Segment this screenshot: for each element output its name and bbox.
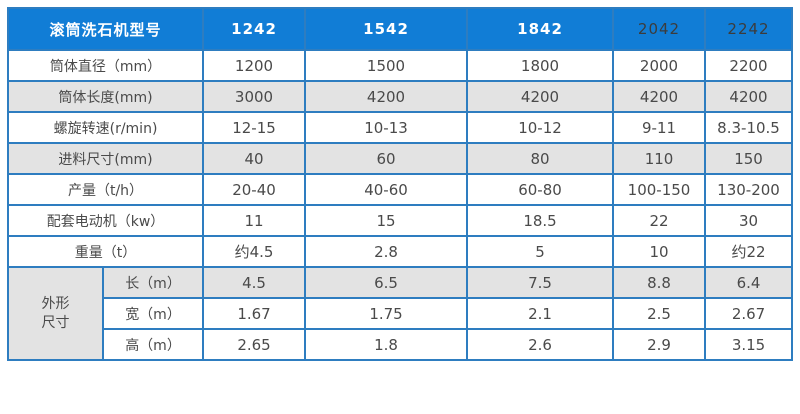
table-row-dimension-length: 外形尺寸 长（m） 4.5 6.5 7.5 8.8 6.4 [7,266,794,361]
value-cell: 2.5 [612,297,707,330]
table-row-drum-diameter: 筒体直径（mm） 1200 1500 1800 2000 2200 [6,49,794,82]
value-cell: 2.9 [612,328,707,361]
row-label: 螺旋转速(r/min) [6,111,205,144]
row-label: 产量（t/h） [6,173,205,206]
row-label: 重量（t） [6,235,205,268]
value-cell: 2000 [612,49,707,82]
value-cell: 4200 [466,80,615,113]
row-label: 宽（m） [101,297,205,330]
row-label: 长（m） [101,266,205,299]
row-label: 配套电动机（kw） [6,204,205,237]
value-cell: 10 [612,235,707,268]
model-header-2242: 2242 [704,7,794,51]
row-label: 进料尺寸(mm) [6,142,205,175]
value-cell: 4.5 [202,266,307,299]
value-cell: 6.5 [304,266,469,299]
value-cell: 10-12 [466,111,615,144]
value-cell: 10-13 [304,111,469,144]
table-row-drum-length: 筒体长度(mm) 3000 4200 4200 4200 4200 [6,80,794,113]
table-row-dimension-height: 高（m） 2.65 1.8 2.6 2.9 3.15 [8,328,794,361]
value-cell: 40 [202,142,307,175]
row-label: 高（m） [101,328,205,361]
table-title-cell: 滚筒洗石机型号 [6,7,205,51]
value-cell: 130-200 [704,173,794,206]
table-row-motor-power: 配套电动机（kw） 11 15 18.5 22 30 [6,204,794,237]
value-cell: 1.8 [304,328,469,361]
model-header-2042: 2042 [612,7,707,51]
value-cell: 4200 [304,80,469,113]
model-header-1542: 1542 [304,7,469,51]
value-cell: 150 [704,142,794,175]
model-header-1242: 1242 [202,7,307,51]
table-row-spiral-speed: 螺旋转速(r/min) 12-15 10-13 10-12 9-11 8.3-1… [6,111,794,144]
table-row-weight: 重量（t） 约4.5 2.8 5 10 约22 [6,235,794,268]
value-cell: 22 [612,204,707,237]
value-cell: 15 [304,204,469,237]
row-label: 筒体长度(mm) [6,80,205,113]
value-cell: 8.3-10.5 [704,111,794,144]
model-header-1842: 1842 [466,7,615,51]
value-cell: 4200 [612,80,707,113]
value-cell: 40-60 [304,173,469,206]
value-cell: 7.5 [466,266,615,299]
dimension-section-label: 外形尺寸 [7,266,104,361]
value-cell: 60 [304,142,469,175]
header-row: 滚筒洗石机型号 1242 1542 1842 2042 2242 [6,7,794,51]
value-cell: 9-11 [612,111,707,144]
value-cell: 100-150 [612,173,707,206]
value-cell: 2.67 [704,297,794,330]
spec-table-container: 滚筒洗石机型号 1242 1542 1842 2042 2242 筒体直径（mm… [6,7,794,361]
value-cell: 2200 [704,49,794,82]
table-row-feed-size: 进料尺寸(mm) 40 60 80 110 150 [6,142,794,175]
value-cell: 1.75 [304,297,469,330]
value-cell: 2.8 [304,235,469,268]
value-cell: 20-40 [202,173,307,206]
value-cell: 5 [466,235,615,268]
value-cell: 110 [612,142,707,175]
value-cell: 18.5 [466,204,615,237]
value-cell: 30 [704,204,794,237]
value-cell: 6.4 [704,266,794,299]
table-row-dimension-width: 宽（m） 1.67 1.75 2.1 2.5 2.67 [8,297,794,330]
value-cell: 2.6 [466,328,615,361]
value-cell: 60-80 [466,173,615,206]
row-label: 筒体直径（mm） [6,49,205,82]
table-row-capacity: 产量（t/h） 20-40 40-60 60-80 100-150 130-20… [6,173,794,206]
spec-table: 滚筒洗石机型号 1242 1542 1842 2042 2242 筒体直径（mm… [6,7,794,361]
value-cell: 80 [466,142,615,175]
value-cell: 2.1 [466,297,615,330]
value-cell: 约4.5 [202,235,307,268]
dimension-section-label-text: 外形尺寸 [41,295,70,331]
value-cell: 1200 [202,49,307,82]
value-cell: 12-15 [202,111,307,144]
value-cell: 1500 [304,49,469,82]
value-cell: 1800 [466,49,615,82]
value-cell: 3000 [202,80,307,113]
value-cell: 11 [202,204,307,237]
value-cell: 1.67 [202,297,307,330]
value-cell: 4200 [704,80,794,113]
value-cell: 3.15 [704,328,794,361]
value-cell: 8.8 [612,266,707,299]
value-cell: 约22 [704,235,794,268]
value-cell: 2.65 [202,328,307,361]
